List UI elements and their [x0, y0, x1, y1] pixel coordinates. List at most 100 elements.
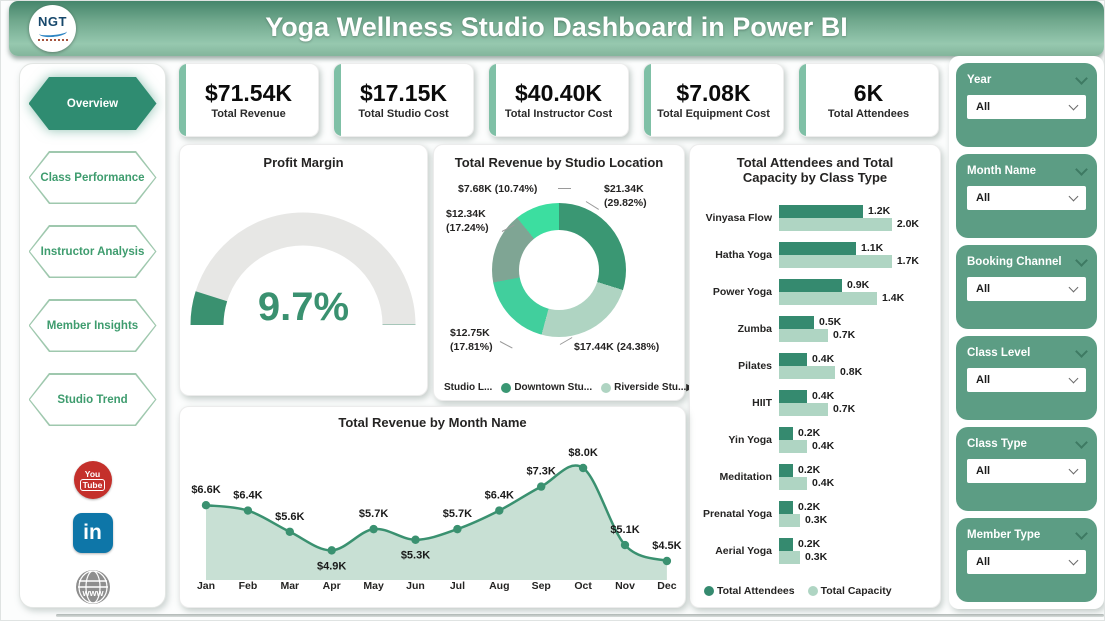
point-value-label: $8.0K [568, 447, 597, 459]
sidebar-item-class-performance[interactable]: Class Performance [28, 151, 157, 204]
data-point[interactable] [537, 482, 546, 491]
capacity-bar[interactable] [779, 402, 828, 416]
data-point[interactable] [327, 546, 336, 555]
bar-category-label: Aerial Yoga [715, 544, 772, 557]
capacity-bar[interactable] [779, 439, 807, 453]
kpi-accent-bar [334, 64, 341, 136]
data-point[interactable] [620, 540, 630, 550]
website-globe-icon[interactable]: www [73, 567, 113, 612]
bar-row: Pilates 0.4K 0.8K [700, 347, 932, 384]
donut-chart[interactable] [492, 203, 626, 337]
chevron-down-icon[interactable] [1075, 344, 1088, 358]
profit-gauge [190, 212, 416, 326]
legend-item[interactable]: Riverside Stu... [601, 382, 686, 393]
bar-value-label: 0.2K [798, 464, 821, 476]
profit-margin-card: Profit Margin 9.7% [179, 144, 428, 396]
attendees-bar[interactable] [779, 204, 863, 218]
sidebar-item-instructor-analysis[interactable]: Instructor Analysis [28, 225, 157, 278]
line-chart-svg[interactable]: $6.6K Jan $6.4K Feb $5.6K Mar $4.9K Apr $5.7K May… [188, 433, 681, 603]
attendees-bar[interactable] [779, 500, 793, 514]
filter-dropdown-class-level[interactable]: All [967, 368, 1086, 392]
data-point[interactable] [453, 524, 462, 534]
chevron-down-icon[interactable] [1075, 253, 1088, 267]
sidebar-item-studio-trend[interactable]: Studio Trend [28, 373, 157, 426]
attendees-bar[interactable] [779, 315, 814, 329]
capacity-bar[interactable] [779, 328, 828, 342]
page-title: Yoga Wellness Studio Dashboard in Power … [265, 12, 848, 42]
capacity-bar[interactable] [779, 476, 807, 490]
kpi-total-revenue: $71.54K Total Revenue [178, 63, 319, 137]
data-point[interactable] [411, 535, 420, 544]
bar-value-label: 1.2K [868, 205, 891, 217]
kpi-accent-bar [489, 64, 496, 136]
data-point[interactable] [578, 463, 588, 473]
sidebar-item-member-insights[interactable]: Member Insights [28, 299, 157, 352]
bar-value-label: 0.7K [833, 329, 856, 341]
filter-card-booking-channel: Booking Channel All [956, 245, 1097, 329]
filter-dropdown-month-name[interactable]: All [967, 186, 1086, 210]
sidebar-item-overview[interactable]: Overview [28, 77, 157, 130]
data-point[interactable] [285, 527, 294, 536]
attendees-bar[interactable] [779, 426, 793, 440]
filter-dropdown-class-type[interactable]: All [967, 459, 1086, 483]
filter-card-year: Year All [956, 63, 1097, 147]
kpi-label: Total Equipment Cost [657, 108, 770, 120]
capacity-bar[interactable] [779, 291, 877, 305]
filter-value: All [976, 101, 991, 113]
kpi-label: Total Attendees [827, 108, 910, 120]
capacity-bar[interactable] [779, 254, 892, 268]
attendees-bar[interactable] [779, 352, 807, 366]
kpi-row: $71.54K Total Revenue $17.15K Total Stud… [178, 63, 939, 137]
bar-value-label: 1.7K [896, 255, 919, 267]
attendees-bar[interactable] [779, 463, 793, 477]
capacity-bar[interactable] [779, 550, 800, 564]
chevron-down-icon[interactable] [1075, 162, 1088, 176]
chevron-down-icon[interactable] [1075, 71, 1088, 85]
data-point[interactable] [243, 506, 253, 515]
data-point[interactable] [201, 501, 211, 510]
bar-category-label: Power Yoga [712, 285, 772, 298]
x-axis-tick-label: Jan [197, 580, 215, 592]
capacity-bar[interactable] [779, 513, 800, 527]
attendees-bar[interactable] [779, 389, 807, 403]
point-value-label: $5.3K [401, 550, 430, 562]
bar-category-label: Yin Yoga [728, 433, 772, 446]
bar-category-label: Prenatal Yoga [702, 507, 772, 520]
filter-dropdown-booking-channel[interactable]: All [967, 277, 1086, 301]
filter-label: Booking Channel [967, 256, 1062, 268]
logo-tagline [37, 39, 68, 41]
filter-dropdown-member-type[interactable]: All [967, 550, 1086, 574]
filter-card-class-type: Class Type All [956, 427, 1097, 511]
donut-label: $12.75K (17.81%) [450, 327, 493, 353]
legend-item[interactable]: Downtown Stu... [501, 382, 592, 393]
attendees-bar[interactable] [779, 278, 842, 292]
chevron-down-icon [1068, 100, 1079, 110]
bar-row: Aerial Yoga 0.2K 0.3K [700, 532, 932, 569]
attendees-bar[interactable] [779, 537, 793, 551]
x-axis-tick-label: Apr [323, 580, 341, 592]
attendees-bar[interactable] [779, 241, 856, 255]
capacity-bar[interactable] [779, 217, 892, 231]
youtube-icon[interactable]: You Tube [73, 461, 112, 499]
bar-value-label: 0.7K [833, 403, 856, 415]
bar-row: Zumba 0.5K 0.7K [700, 310, 932, 347]
legend-item[interactable]: Total Capacity [807, 585, 892, 597]
nav-sidebar: Overview Class Performance Instructor An… [19, 63, 166, 608]
revenue-by-month-card: Total Revenue by Month Name $6.6K Jan $6.4… [179, 406, 686, 608]
data-point[interactable] [495, 506, 504, 515]
legend-item[interactable]: Total Attendees [704, 585, 795, 597]
bar-category-label: Hatha Yoga [715, 248, 772, 261]
filter-card-member-type: Member Type All [956, 518, 1097, 602]
nav-label: Overview [66, 97, 119, 110]
kpi-accent-bar [644, 64, 651, 136]
data-point[interactable] [662, 556, 672, 566]
filter-dropdown-year[interactable]: All [967, 95, 1086, 119]
chevron-down-icon[interactable] [1075, 526, 1088, 540]
data-point[interactable] [369, 524, 378, 534]
linkedin-icon[interactable]: in [72, 513, 113, 553]
point-value-label: $7.3K [527, 466, 556, 478]
chevron-down-icon[interactable] [1075, 435, 1088, 449]
label-leader-line [558, 188, 571, 189]
capacity-bar[interactable] [779, 365, 835, 379]
bar-value-label: 0.9K [847, 279, 870, 291]
